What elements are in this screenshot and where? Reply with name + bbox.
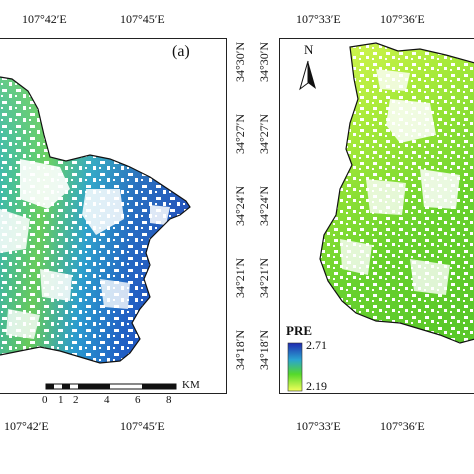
lat-label-5: 34°18′N	[233, 329, 248, 371]
lat-label-2: 34°27′N	[233, 113, 248, 155]
legend-min: 2.19	[306, 379, 327, 393]
lat-label-1: 34°30′N	[233, 41, 248, 83]
panel-b-bottom-lon-1: 107°33′E	[296, 419, 341, 433]
north-label: N	[304, 42, 314, 57]
panel-b-top-lon-2: 107°36′E	[380, 12, 425, 26]
panel-b-lat-label-2: 34°27′N	[257, 113, 272, 155]
panel-a-top-lon-1: 107°42′E	[22, 12, 67, 26]
panel-b-boundary	[319, 42, 474, 344]
panel-a-map	[0, 76, 191, 364]
panel-a-scale-bar	[45, 383, 177, 390]
legend-max: 2.71	[306, 338, 327, 352]
lat-label-3: 34°24′N	[233, 185, 248, 227]
panel-b-map	[287, 42, 474, 392]
panel-a-bottom-lon-1: 107°42′E	[4, 419, 49, 433]
scale-label-8: 8	[166, 394, 172, 406]
legend-title: PRE	[286, 323, 312, 338]
panel-b-lat-label-1: 34°30′N	[257, 41, 272, 83]
lat-label-4: 34°21′N	[233, 257, 248, 299]
scale-unit: KM	[182, 379, 200, 391]
panel-a-top-lon-2: 107°45′E	[120, 12, 165, 26]
panel-b-lat-label-5: 34°18′N	[257, 329, 272, 371]
scale-label-0: 0	[42, 394, 48, 406]
panel-b-top-lon-1: 107°33′E	[296, 12, 341, 26]
scale-label-6: 6	[135, 394, 141, 406]
panel-a-boundary	[0, 76, 191, 364]
panel-a-bottom-lon-2: 107°45′E	[120, 419, 165, 433]
scale-label-1: 1	[58, 394, 64, 406]
panel-a-tag: (a)	[172, 43, 190, 60]
panel-a-map-frame: (a)	[0, 38, 227, 394]
scale-label-4: 4	[104, 394, 110, 406]
panel-b-lat-label-3: 34°24′N	[257, 185, 272, 227]
panel-b-bottom-lon-2: 107°36′E	[380, 419, 425, 433]
legend-color-bar	[287, 342, 303, 392]
panel-b-lat-label-4: 34°21′N	[257, 257, 272, 299]
panel-b-map-frame: N PRE 2.71 2.19	[279, 38, 474, 394]
scale-label-2: 2	[73, 394, 79, 406]
north-arrow-icon	[299, 60, 316, 91]
